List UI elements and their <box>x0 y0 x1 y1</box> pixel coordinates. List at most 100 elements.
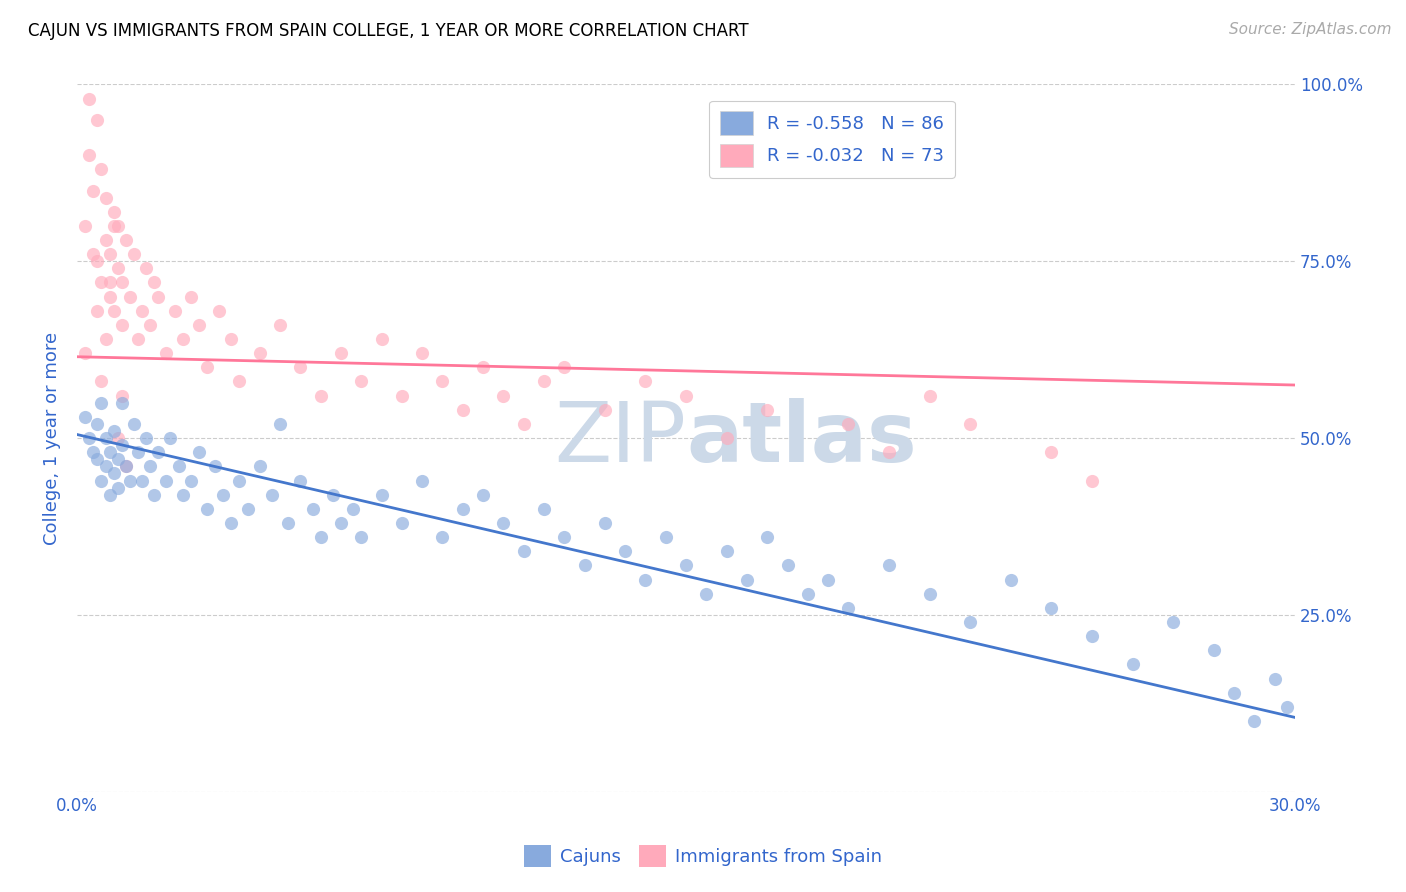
Point <box>512 417 534 431</box>
Point <box>290 360 312 375</box>
Point <box>309 530 332 544</box>
Point <box>82 247 104 261</box>
Point <box>195 360 218 375</box>
Point <box>593 402 616 417</box>
Point <box>148 445 170 459</box>
Point <box>221 516 243 530</box>
Point <box>143 276 166 290</box>
Point <box>163 303 186 318</box>
Point <box>432 530 454 544</box>
Point <box>716 544 738 558</box>
Point <box>111 389 134 403</box>
Point <box>204 459 226 474</box>
Point <box>86 417 108 431</box>
Point <box>277 516 299 530</box>
Point <box>432 375 454 389</box>
Point <box>86 254 108 268</box>
Point <box>634 375 657 389</box>
Point <box>172 488 194 502</box>
Point <box>94 459 117 474</box>
Point <box>877 558 900 573</box>
Point <box>98 445 121 459</box>
Point <box>94 332 117 346</box>
Point <box>90 395 112 409</box>
Point <box>451 501 474 516</box>
Point <box>290 474 312 488</box>
Point <box>228 375 250 389</box>
Point <box>187 318 209 332</box>
Point <box>735 573 758 587</box>
Point <box>918 389 941 403</box>
Point <box>107 481 129 495</box>
Point <box>98 290 121 304</box>
Point <box>90 162 112 177</box>
Point <box>877 445 900 459</box>
Point <box>94 233 117 247</box>
Point <box>817 573 839 587</box>
Point <box>342 501 364 516</box>
Point <box>350 375 373 389</box>
Point <box>127 445 149 459</box>
Point <box>208 303 231 318</box>
Point <box>82 445 104 459</box>
Point <box>249 459 271 474</box>
Point <box>370 488 392 502</box>
Point <box>301 501 323 516</box>
Point <box>98 488 121 502</box>
Point <box>391 516 413 530</box>
Point <box>94 431 117 445</box>
Point <box>135 431 157 445</box>
Point <box>675 558 697 573</box>
Point <box>959 417 981 431</box>
Point <box>111 318 134 332</box>
Point <box>533 375 555 389</box>
Point <box>1243 714 1265 728</box>
Point <box>236 501 259 516</box>
Point <box>148 290 170 304</box>
Point <box>103 303 125 318</box>
Legend: R = -0.558   N = 86, R = -0.032   N = 73: R = -0.558 N = 86, R = -0.032 N = 73 <box>710 101 955 178</box>
Point <box>155 346 177 360</box>
Point <box>1161 615 1184 629</box>
Point <box>472 360 495 375</box>
Point <box>195 501 218 516</box>
Point <box>322 488 344 502</box>
Point <box>1040 445 1063 459</box>
Point <box>135 261 157 276</box>
Point <box>776 558 799 573</box>
Point <box>797 587 820 601</box>
Point <box>1202 643 1225 657</box>
Text: ZIP: ZIP <box>554 398 686 479</box>
Point <box>75 219 97 233</box>
Point <box>260 488 283 502</box>
Point <box>391 389 413 403</box>
Point <box>959 615 981 629</box>
Point <box>139 318 162 332</box>
Point <box>634 573 657 587</box>
Point <box>77 431 100 445</box>
Point <box>472 488 495 502</box>
Point <box>1223 686 1246 700</box>
Point <box>111 438 134 452</box>
Point <box>269 318 291 332</box>
Point <box>131 474 153 488</box>
Point <box>127 332 149 346</box>
Point <box>75 409 97 424</box>
Point <box>77 148 100 162</box>
Point <box>75 346 97 360</box>
Point <box>114 459 136 474</box>
Point <box>90 375 112 389</box>
Point <box>411 474 433 488</box>
Point <box>131 303 153 318</box>
Point <box>107 219 129 233</box>
Point <box>918 587 941 601</box>
Point <box>221 332 243 346</box>
Point <box>103 219 125 233</box>
Point <box>167 459 190 474</box>
Point <box>574 558 596 573</box>
Point <box>98 276 121 290</box>
Point <box>350 530 373 544</box>
Point <box>159 431 181 445</box>
Point <box>103 204 125 219</box>
Point <box>107 431 129 445</box>
